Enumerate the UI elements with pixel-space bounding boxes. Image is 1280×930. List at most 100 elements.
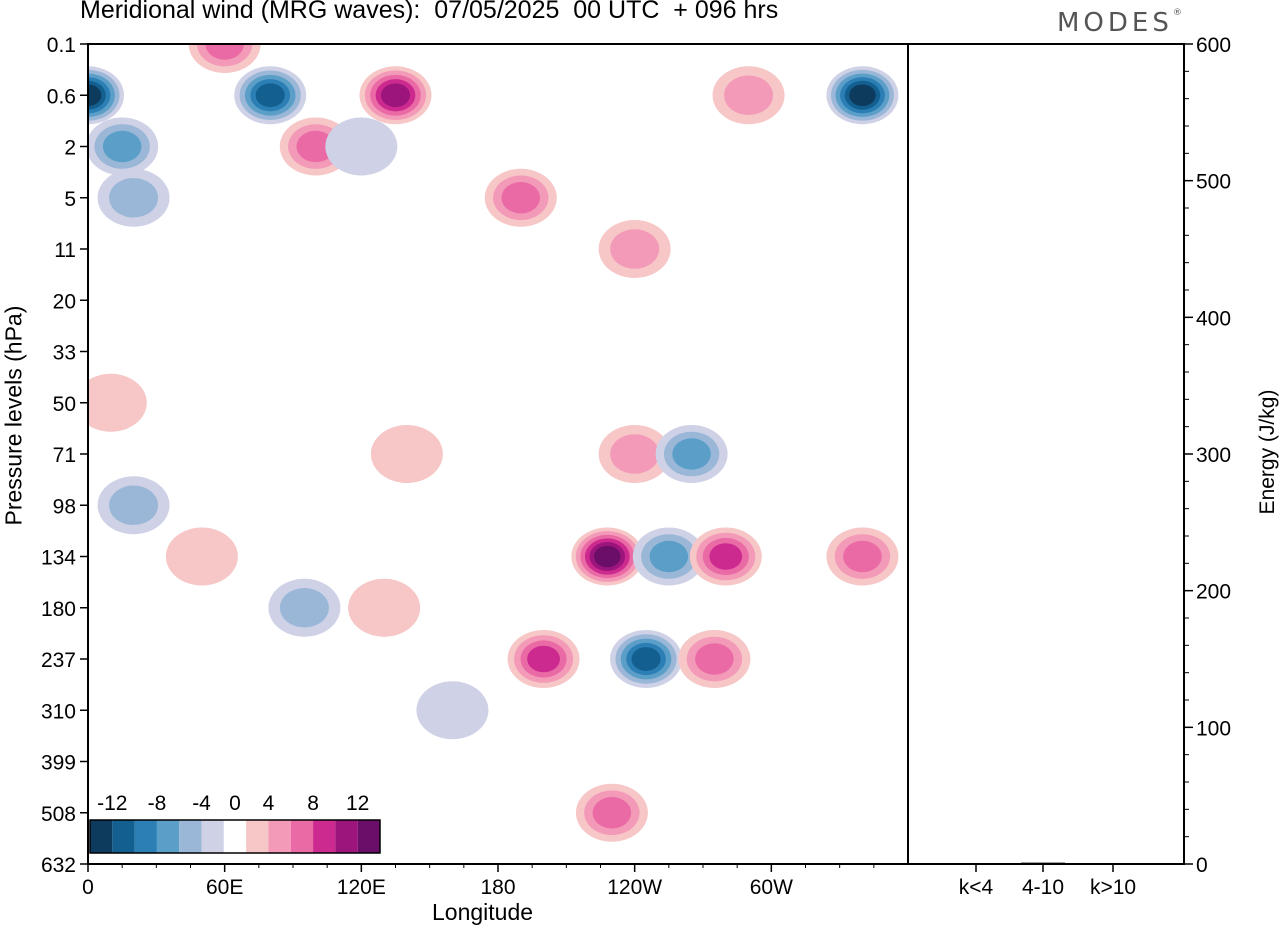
brand-text: MODES	[1057, 8, 1173, 38]
y-tick-label: 33	[53, 342, 76, 365]
energy-cat-label: 4-10	[1022, 876, 1064, 899]
field-contour	[102, 130, 142, 163]
colorbar-swatch	[156, 820, 180, 853]
y-tick-label: 508	[41, 803, 76, 826]
field-contour	[325, 117, 398, 176]
pressure-axis: 0.1 0.6 2 5 11 20 33 50 71 98 134 180 237 310 399 508 63…	[41, 34, 88, 877]
x-tick-label: 60E	[206, 876, 243, 899]
colorbar-border	[89, 819, 381, 854]
x-tick-label: 60W	[750, 876, 793, 899]
colorbar-swatch	[313, 820, 336, 853]
plot-border	[87, 43, 909, 865]
field-contour	[610, 434, 660, 474]
energy-tick-label: 300	[1196, 444, 1231, 467]
energy-border	[907, 43, 1185, 865]
energy-tick-label: 400	[1196, 307, 1231, 330]
colorbar-swatch	[90, 820, 113, 853]
field-contour	[649, 540, 689, 573]
field-contour	[501, 182, 541, 214]
colorbar-swatch	[134, 820, 157, 853]
y-tick-label: 98	[53, 495, 76, 518]
field-contour	[527, 645, 560, 673]
colorbar: -12 -8 -4 0 4 8 12	[89, 792, 381, 854]
chart-title: Meridional wind (MRG waves): 07/05/2025 …	[80, 0, 779, 24]
wind-field	[88, 44, 899, 842]
field-contour	[380, 83, 411, 108]
y-axis-label: Pressure levels (hPa)	[0, 305, 27, 526]
colorbar-swatch	[179, 820, 202, 853]
energy-cat-label: k>10	[1090, 876, 1136, 899]
colorbar-swatch	[112, 820, 135, 853]
y-tick-label: 2	[64, 137, 76, 160]
energy-tick-label: 500	[1196, 171, 1231, 194]
colorbar-swatch	[268, 820, 291, 853]
y-tick-label: 399	[41, 752, 76, 775]
y-tick-label: 50	[53, 393, 76, 416]
y-tick-label: 0.6	[47, 85, 76, 108]
energy-tick-label: 600	[1196, 34, 1231, 57]
x-tick-label: 120W	[607, 876, 662, 899]
energy-tick-label: 200	[1196, 581, 1231, 604]
field-contour	[672, 438, 711, 470]
field-contour	[88, 373, 147, 432]
colorbar-label: -12	[97, 792, 127, 815]
energy-tick-label: 0	[1196, 854, 1208, 877]
y-tick-label: 180	[41, 598, 76, 621]
field-contour	[255, 83, 285, 108]
brand-logo: MODES®	[1057, 8, 1182, 38]
field-contour	[724, 75, 774, 116]
field-contour	[416, 681, 489, 740]
colorbar-label: 12	[346, 792, 369, 815]
energy-panel: 0 100 200 300 400 500 600 k<4 4-10 k>10	[907, 34, 1231, 899]
field-contour	[165, 527, 238, 586]
field-contour	[88, 84, 102, 107]
field-contour	[709, 543, 743, 570]
colorbar-label: 4	[263, 792, 275, 815]
field-contour	[594, 545, 621, 568]
field-contour	[348, 578, 421, 637]
field-contour	[843, 540, 882, 573]
field-contour	[109, 485, 159, 526]
y-tick-label: 11	[54, 239, 76, 262]
colorbar-swatch	[335, 820, 358, 853]
field-contour	[592, 797, 632, 829]
colorbar-label: 8	[307, 792, 319, 815]
x-tick-label: 0	[82, 876, 94, 899]
colorbar-label: 0	[229, 792, 241, 815]
colorbar-swatch	[357, 820, 380, 853]
x-axis-label: Longitude	[432, 899, 534, 925]
field-contour	[849, 84, 876, 107]
energy-tick-label: 100	[1196, 717, 1231, 740]
x-tick-label: 120E	[337, 876, 386, 899]
energy-axis-label: Energy (J/kg)	[1256, 389, 1279, 515]
colorbar-swatch	[246, 820, 269, 853]
field-contour	[296, 130, 336, 163]
colorbar-swatch	[223, 820, 247, 853]
x-tick-label: 180	[480, 876, 515, 899]
field-contour	[610, 229, 660, 269]
colorbar-label: -8	[148, 792, 167, 815]
y-tick-label: 134	[41, 547, 76, 570]
brand-mark: ®	[1172, 8, 1182, 19]
field-contour	[631, 647, 661, 671]
y-tick-label: 237	[41, 649, 76, 672]
colorbar-label: -4	[192, 792, 211, 815]
field-contour	[205, 44, 244, 60]
y-tick-label: 5	[64, 188, 76, 211]
energy-bar	[1021, 862, 1065, 864]
y-tick-label: 632	[41, 854, 76, 877]
y-tick-label: 0.1	[47, 34, 76, 57]
field-contour	[109, 177, 159, 218]
y-tick-label: 20	[53, 290, 76, 313]
colorbar-swatch	[201, 820, 224, 853]
y-tick-label: 71	[53, 444, 76, 467]
longitude-axis: 0 60E 120E 180 120W 60W	[82, 864, 875, 899]
energy-cat-label: k<4	[959, 876, 994, 899]
field-contour	[370, 425, 443, 483]
plot-frame	[87, 43, 909, 865]
y-tick-label: 310	[41, 700, 76, 723]
colorbar-swatch	[290, 820, 314, 853]
field-contour	[695, 643, 734, 675]
